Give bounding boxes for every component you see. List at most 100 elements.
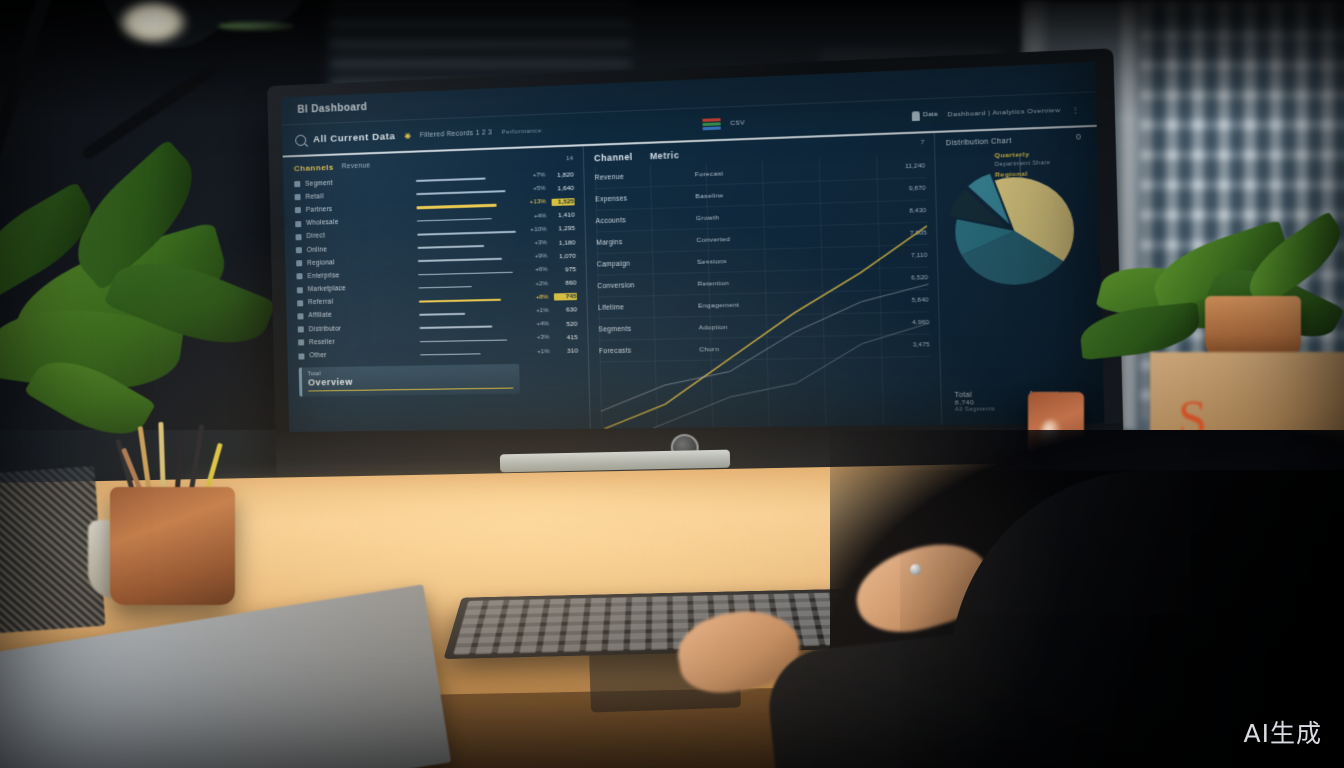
table-cell-channel: Campaign <box>596 259 631 269</box>
table-col1-header: Channel <box>594 151 633 164</box>
callout-main-label: Overview <box>307 376 353 388</box>
status-badge[interactable] <box>701 117 721 130</box>
metric-value: 415 <box>566 333 578 342</box>
dashboard-body: Channels Revenue 14 Segment +7% 1,820 Retai… <box>283 126 1105 432</box>
table-cell-metric: Converted <box>696 235 731 244</box>
metrics-header-sub: Revenue <box>341 162 371 171</box>
table-cell-channel: Segments <box>598 325 632 334</box>
table-cell-metric: Retention <box>697 279 730 288</box>
app-title: BI Dashboard <box>297 101 368 116</box>
list-item-icon <box>296 286 303 293</box>
filter-subtext: Performance <box>501 126 542 136</box>
plant-left <box>0 120 290 453</box>
pie-chart-svg <box>947 173 1075 286</box>
right-shadow <box>900 470 1344 768</box>
export-chip[interactable]: CSV <box>730 118 746 127</box>
pie-chart[interactable] <box>940 164 1089 299</box>
table-cell-value: 4,960 <box>912 319 930 327</box>
toolbar-spacer-2 <box>755 116 902 122</box>
avatar <box>911 110 920 121</box>
metric-bar <box>419 319 540 334</box>
metric-value: 1,820 <box>557 170 574 179</box>
table-cell-value: 5,840 <box>911 297 929 305</box>
toolbar-search-group[interactable]: All Current Data <box>295 131 396 146</box>
list-item-icon <box>297 313 304 320</box>
table-cell-metric: Growth <box>695 213 720 222</box>
stat-sub: All Segments <box>954 406 996 414</box>
table-col2-header: Metric <box>649 149 680 162</box>
search-label: All Current Data <box>312 130 396 145</box>
metric-value: 860 <box>565 279 577 288</box>
list-item-icon <box>294 207 301 214</box>
list-item-icon <box>297 326 304 333</box>
metric-value: 975 <box>564 265 576 274</box>
pie-corner-number: 0 <box>1076 133 1081 142</box>
table-cell-channel: Revenue <box>594 173 624 182</box>
table-cell-value: 9,870 <box>908 185 926 193</box>
pendant-lamp-rim <box>218 22 294 30</box>
list-item-icon <box>295 233 302 241</box>
table-cell-value: 7,905 <box>909 230 927 238</box>
metric-value: 745 <box>553 293 577 301</box>
metric-bar <box>419 306 540 321</box>
pie-chart-title: Distribution Chart <box>945 137 1012 148</box>
metrics-header-main: Channels <box>293 162 334 174</box>
monitor-screen: BI Dashboard All Current Data ⚹ Filtered… <box>281 62 1105 432</box>
legend-item: Quarterly <box>994 150 1030 160</box>
list-item-icon <box>297 300 304 307</box>
table-cell-value: 3,475 <box>912 342 930 349</box>
metric-value: 520 <box>566 320 578 328</box>
table-cell-metric: Churn <box>699 345 720 354</box>
list-item-icon <box>295 247 302 254</box>
list-item-icon <box>296 260 303 267</box>
table-cell-channel: Forecasts <box>598 346 632 355</box>
table-cell-metric: Baseline <box>695 191 724 200</box>
table-cell-value: 11,240 <box>904 163 926 171</box>
callout-accent-rule <box>308 387 515 392</box>
metrics-panel: Channels Revenue 14 Segment +7% 1,820 Retai… <box>283 146 590 432</box>
table-cell-channel: Margins <box>596 238 623 247</box>
metric-value: 310 <box>567 347 579 355</box>
metric-bar <box>419 333 541 348</box>
search-icon <box>295 134 307 146</box>
breadcrumb[interactable]: Dashboard | Analytics Overview <box>947 106 1061 119</box>
metric-value: 1,180 <box>558 238 576 247</box>
list-item-icon <box>294 181 301 188</box>
summary-callout[interactable]: Total Overview <box>298 363 521 397</box>
table-corner-label: 7 <box>920 139 925 147</box>
filter-text[interactable]: Filtered Records 1 2 3 <box>419 128 493 139</box>
metric-value: 630 <box>565 306 578 315</box>
metric-value: 1,410 <box>558 211 575 220</box>
list-item-icon <box>296 273 303 280</box>
metric-value: 1,525 <box>551 198 575 207</box>
table-cell-channel: Conversion <box>597 281 635 290</box>
dashboard-app: BI Dashboard All Current Data ⚹ Filtered… <box>281 62 1105 432</box>
list-item-icon <box>298 352 305 360</box>
table-cell-value: 6,520 <box>911 274 929 282</box>
metric-value: 1,295 <box>558 225 575 233</box>
table-cell-value: 7,110 <box>910 252 928 260</box>
table-cell-channel: Expenses <box>595 194 628 204</box>
table-cell-value: 8,430 <box>909 207 927 215</box>
more-menu-icon[interactable]: ⋮ <box>1070 104 1082 115</box>
monitor: BI Dashboard All Current Data ⚹ Filtered… <box>267 48 1125 491</box>
table-cell-metric: Sessions <box>696 257 727 266</box>
metric-bar <box>420 347 541 362</box>
list-item-icon <box>298 339 305 346</box>
toolbar-spacer <box>551 124 692 130</box>
list-item-icon <box>295 220 302 227</box>
table-body[interactable]: Revenue Forecast 11,240 Expenses Baseline 9,8… <box>594 155 930 363</box>
table-cell-metric: Engagement <box>698 301 740 310</box>
list-item-icon <box>294 194 301 201</box>
user-label: Data <box>923 111 938 119</box>
stat-block: Total 8,740 All Segments <box>954 391 996 414</box>
terracotta-pot <box>1205 296 1301 360</box>
user-account[interactable]: Data <box>911 110 938 121</box>
key-icon[interactable]: ⚹ <box>404 129 411 142</box>
lamp-glow <box>118 0 188 44</box>
metrics-count: 14 <box>565 154 574 163</box>
data-table-panel: Channel Metric 7 Revenue Forecast 11,240 Ex… <box>582 133 941 432</box>
table-cell-metric: Adoption <box>698 323 728 332</box>
metric-value: 1,640 <box>557 184 574 193</box>
table-cell-channel: Lifetime <box>597 303 625 312</box>
